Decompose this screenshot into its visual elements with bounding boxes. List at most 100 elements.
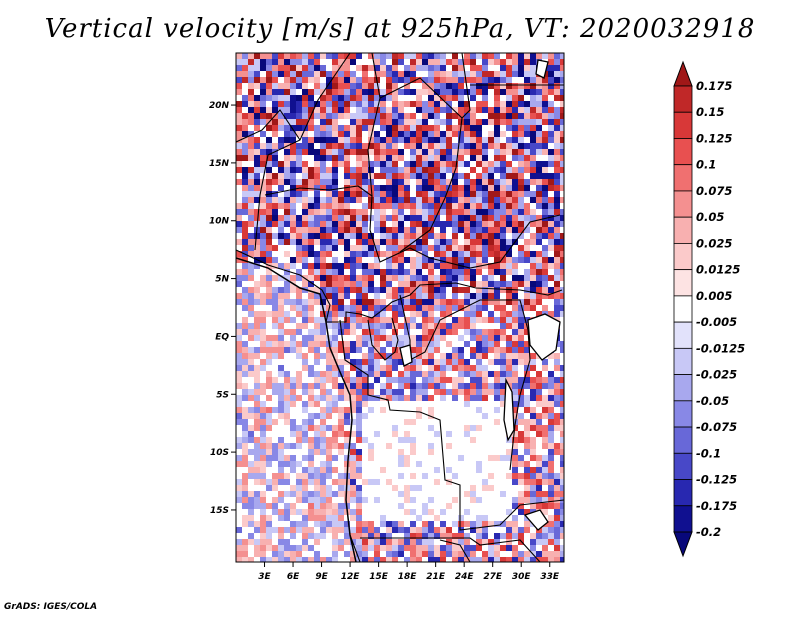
field-cell	[422, 257, 428, 263]
field-cell	[476, 515, 482, 521]
field-cell	[320, 497, 326, 503]
field-cell	[338, 269, 344, 275]
field-cell	[512, 299, 518, 305]
field-cell	[242, 323, 248, 329]
field-cell	[398, 197, 404, 203]
field-cell	[314, 353, 320, 359]
field-cell	[236, 491, 242, 497]
field-cell	[386, 53, 392, 59]
field-cell	[350, 329, 356, 335]
field-cell	[242, 239, 248, 245]
field-cell	[506, 137, 512, 143]
field-cell	[314, 449, 320, 455]
field-cell	[266, 155, 272, 161]
field-cell	[470, 557, 476, 562]
field-cell	[314, 521, 320, 527]
field-cell	[356, 209, 362, 215]
field-cell	[236, 215, 242, 221]
field-cell	[416, 305, 422, 311]
field-cell	[452, 113, 458, 119]
lon-tick-label: 3E	[258, 572, 271, 582]
field-cell	[398, 281, 404, 287]
field-cell	[446, 311, 452, 317]
field-cell	[380, 335, 386, 341]
field-cell	[410, 497, 416, 503]
field-cell	[446, 269, 452, 275]
field-cell	[458, 155, 464, 161]
field-cell	[272, 455, 278, 461]
colorbar-level-label: 0.125	[696, 131, 732, 145]
field-cell	[410, 227, 416, 233]
field-cell	[356, 401, 362, 407]
field-cell	[248, 53, 254, 59]
field-cell	[506, 107, 512, 113]
field-cell	[242, 101, 248, 107]
field-cell	[260, 257, 266, 263]
field-cell	[392, 425, 398, 431]
field-cell	[536, 473, 542, 479]
field-cell	[482, 227, 488, 233]
field-cell	[386, 539, 392, 545]
field-cell	[326, 137, 332, 143]
field-cell	[470, 317, 476, 323]
field-cell	[542, 245, 548, 251]
field-cell	[500, 203, 506, 209]
field-cell	[320, 329, 326, 335]
field-cell	[248, 179, 254, 185]
field-cell	[518, 185, 524, 191]
field-cell	[290, 95, 296, 101]
field-cell	[248, 65, 254, 71]
field-cell	[488, 245, 494, 251]
field-cell	[296, 149, 302, 155]
field-cell	[314, 77, 320, 83]
field-cell	[242, 137, 248, 143]
field-cell	[278, 467, 284, 473]
field-cell	[422, 155, 428, 161]
field-cell	[260, 443, 266, 449]
field-cell	[440, 263, 446, 269]
field-cell	[464, 119, 470, 125]
field-cell	[434, 155, 440, 161]
field-cell	[494, 95, 500, 101]
field-cell	[494, 239, 500, 245]
field-cell	[524, 179, 530, 185]
field-cell	[554, 239, 560, 245]
field-cell	[266, 485, 272, 491]
field-cell	[302, 497, 308, 503]
field-cell	[272, 341, 278, 347]
field-cell	[380, 71, 386, 77]
field-cell	[380, 143, 386, 149]
field-cell	[296, 125, 302, 131]
field-cell	[536, 101, 542, 107]
colorbar-level-label: -0.125	[696, 473, 737, 487]
field-cell	[410, 533, 416, 539]
field-cell	[464, 149, 470, 155]
field-cell	[560, 557, 564, 562]
field-cell	[350, 281, 356, 287]
field-cell	[458, 455, 464, 461]
field-cell	[536, 179, 542, 185]
field-cell	[494, 359, 500, 365]
field-cell	[362, 203, 368, 209]
field-cell	[308, 299, 314, 305]
field-cell	[542, 185, 548, 191]
field-cell	[458, 65, 464, 71]
field-cell	[386, 251, 392, 257]
field-cell	[560, 239, 564, 245]
field-cell	[260, 461, 266, 467]
field-cell	[434, 131, 440, 137]
field-cell	[368, 443, 374, 449]
field-cell	[434, 335, 440, 341]
field-cell	[248, 437, 254, 443]
field-cell	[284, 215, 290, 221]
field-cell	[272, 383, 278, 389]
field-cell	[512, 263, 518, 269]
field-cell	[362, 389, 368, 395]
field-cell	[464, 239, 470, 245]
field-cell	[392, 185, 398, 191]
field-cell	[398, 221, 404, 227]
field-cell	[440, 137, 446, 143]
field-cell	[440, 329, 446, 335]
field-cell	[350, 137, 356, 143]
field-cell	[332, 539, 338, 545]
